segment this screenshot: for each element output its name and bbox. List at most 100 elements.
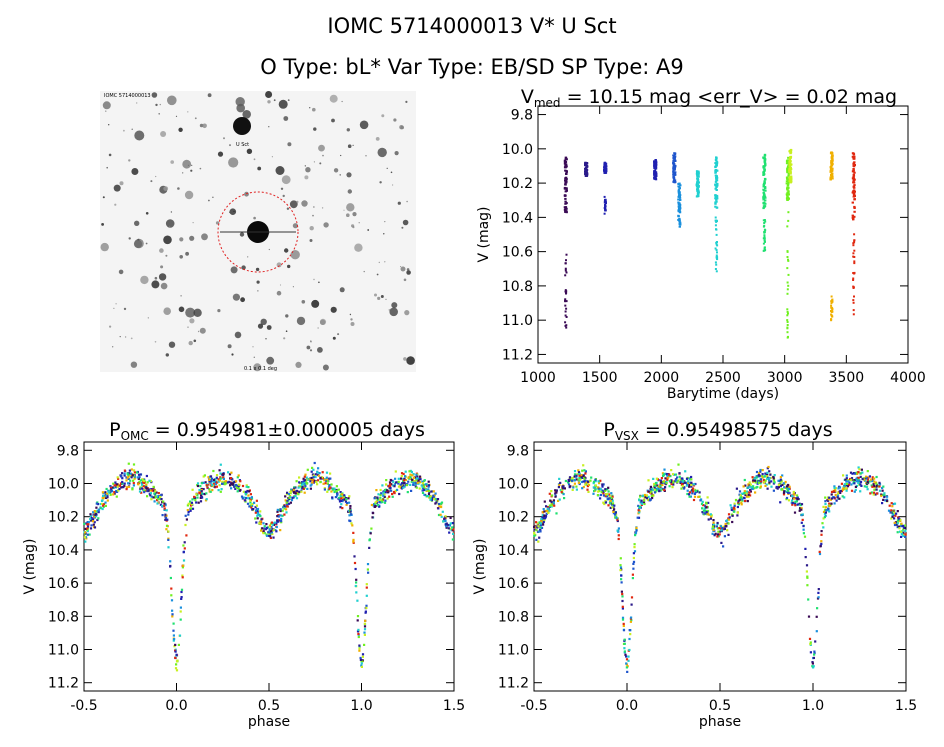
sky-star <box>187 326 189 328</box>
data-point <box>152 496 155 499</box>
data-point <box>552 499 555 502</box>
data-point <box>374 502 377 505</box>
data-point <box>786 195 789 198</box>
data-point <box>820 530 823 533</box>
data-point <box>715 194 719 197</box>
data-point <box>611 502 615 505</box>
data-point <box>726 519 729 522</box>
data-point <box>841 495 844 498</box>
data-point <box>787 156 790 159</box>
data-point <box>305 478 308 481</box>
data-point <box>385 489 389 492</box>
data-point <box>348 495 351 498</box>
data-point <box>202 475 205 478</box>
data-point <box>714 202 717 205</box>
data-point <box>184 523 187 527</box>
data-point <box>360 664 363 667</box>
data-point <box>254 511 257 514</box>
data-point <box>598 489 601 492</box>
sky-star <box>381 114 385 118</box>
data-point <box>690 485 693 488</box>
data-point <box>787 258 789 261</box>
data-point <box>172 629 175 632</box>
data-point <box>763 248 766 251</box>
data-point <box>548 492 551 495</box>
data-point <box>726 529 729 532</box>
data-point <box>852 185 855 188</box>
data-point <box>762 156 765 159</box>
data-point <box>763 234 766 237</box>
data-point <box>163 508 166 511</box>
sky-star <box>150 180 153 183</box>
sky-star <box>273 99 276 102</box>
data-point <box>415 477 418 480</box>
data-point <box>567 483 571 486</box>
data-point <box>128 482 131 485</box>
sky-star <box>406 356 415 365</box>
data-point <box>199 496 202 499</box>
data-point <box>762 171 765 174</box>
data-point <box>623 647 626 650</box>
data-point <box>383 489 387 492</box>
data-point <box>631 573 634 576</box>
data-point <box>430 499 434 502</box>
data-point <box>323 488 326 491</box>
data-point <box>218 469 221 472</box>
data-point <box>716 256 719 259</box>
sky-star <box>394 151 399 156</box>
sky-star <box>284 248 289 253</box>
data-point <box>292 488 295 491</box>
data-point <box>824 506 827 509</box>
data-point <box>104 491 107 494</box>
data-point <box>201 496 204 499</box>
data-point <box>339 493 342 496</box>
data-point <box>182 551 185 554</box>
data-point <box>565 307 568 310</box>
data-point <box>604 170 608 172</box>
data-point <box>890 517 893 520</box>
data-point <box>271 532 274 536</box>
data-point <box>815 630 818 633</box>
data-point <box>350 513 353 516</box>
sky-star <box>313 161 315 163</box>
data-point <box>714 174 718 177</box>
data-point <box>545 505 548 508</box>
data-point <box>637 509 640 512</box>
data-point <box>852 169 855 172</box>
data-point <box>827 498 830 501</box>
data-point <box>300 490 303 493</box>
data-point <box>330 483 333 486</box>
data-point <box>715 156 718 159</box>
data-point <box>345 498 348 501</box>
data-point <box>394 477 397 480</box>
data-point <box>145 474 148 478</box>
data-point <box>755 476 758 479</box>
data-point <box>703 507 706 510</box>
data-point <box>630 603 633 606</box>
data-point <box>360 665 363 668</box>
data-point <box>164 518 167 521</box>
data-point <box>824 500 827 503</box>
data-point <box>397 480 400 483</box>
y-tick-label: 9.8 <box>511 108 533 124</box>
data-point <box>751 476 754 479</box>
data-point <box>125 479 128 482</box>
data-point <box>283 507 286 510</box>
data-point <box>126 472 129 475</box>
data-point <box>686 481 689 485</box>
data-point <box>639 495 642 498</box>
sky-star <box>227 344 232 349</box>
data-point <box>552 502 555 505</box>
data-point <box>180 597 183 600</box>
data-point <box>85 528 89 531</box>
sky-star <box>188 340 193 346</box>
data-point <box>316 471 319 474</box>
data-point <box>434 498 437 501</box>
sky-star <box>290 250 300 260</box>
data-point <box>900 525 903 528</box>
data-point <box>311 478 314 481</box>
chart-title-line1: IOMC 5714000013 V* U Sct <box>327 14 617 38</box>
data-point <box>627 659 630 662</box>
data-point <box>786 225 789 228</box>
data-point <box>622 622 625 625</box>
